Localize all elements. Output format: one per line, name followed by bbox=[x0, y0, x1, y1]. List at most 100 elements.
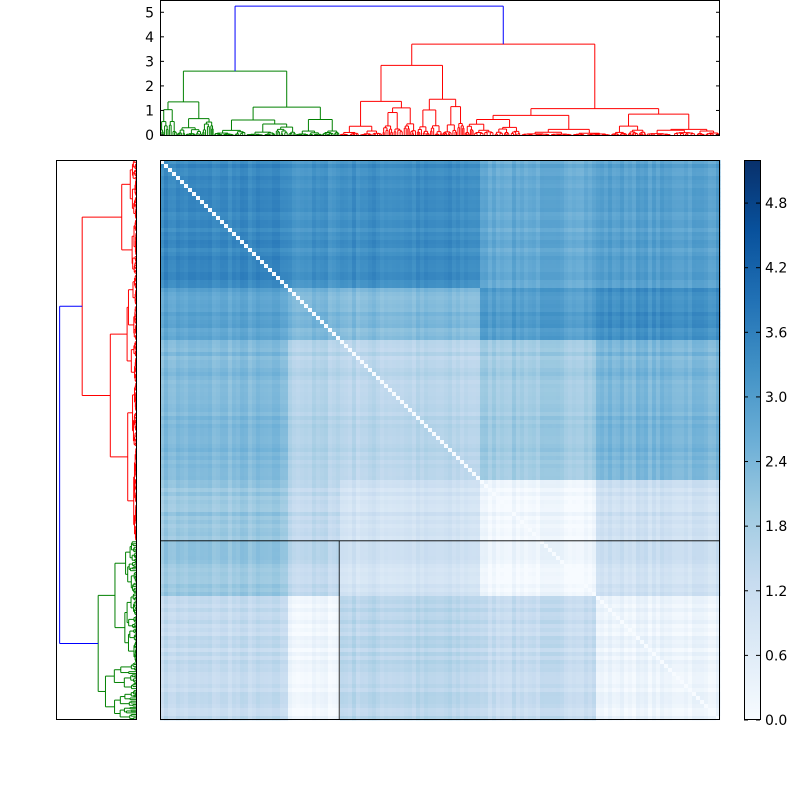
heatmap-cell bbox=[408, 248, 412, 252]
heatmap-cell bbox=[268, 228, 272, 232]
heatmap-cell bbox=[660, 220, 664, 224]
heatmap-cell bbox=[328, 204, 332, 208]
heatmap-cell bbox=[288, 220, 292, 224]
heatmap-cell bbox=[628, 240, 632, 244]
heatmap-cell bbox=[356, 220, 360, 224]
heatmap-cell bbox=[540, 168, 544, 172]
heatmap-cell bbox=[356, 172, 360, 176]
heatmap-cell bbox=[336, 204, 340, 208]
heatmap-cell bbox=[624, 196, 628, 200]
heatmap-cell bbox=[424, 244, 428, 248]
heatmap-cell bbox=[584, 244, 588, 248]
heatmap-cell bbox=[272, 236, 276, 240]
heatmap-cell bbox=[452, 244, 456, 248]
heatmap-cell bbox=[304, 248, 308, 252]
heatmap-cell bbox=[324, 172, 328, 176]
heatmap-cell bbox=[492, 220, 496, 224]
heatmap-cell bbox=[656, 180, 660, 184]
heatmap-cell bbox=[512, 224, 516, 228]
heatmap-cell bbox=[580, 212, 584, 216]
heatmap-cell bbox=[528, 200, 532, 204]
heatmap-cell bbox=[636, 196, 640, 200]
heatmap-cell bbox=[600, 164, 604, 168]
heatmap-cell bbox=[348, 172, 352, 176]
heatmap-cell bbox=[488, 176, 492, 180]
heatmap-cell bbox=[536, 192, 540, 196]
heatmap-cell bbox=[360, 172, 364, 176]
heatmap-cell bbox=[648, 216, 652, 220]
heatmap-cell bbox=[400, 232, 404, 236]
heatmap-cell bbox=[700, 244, 704, 248]
heatmap-cell bbox=[176, 204, 180, 208]
heatmap-cell bbox=[704, 212, 708, 216]
heatmap-cell bbox=[240, 184, 244, 188]
heatmap-cell bbox=[680, 188, 684, 192]
heatmap-cell bbox=[244, 200, 248, 204]
heatmap-cell bbox=[220, 196, 224, 200]
heatmap-cell bbox=[328, 180, 332, 184]
heatmap-cell bbox=[348, 232, 352, 236]
heatmap-cell bbox=[628, 208, 632, 212]
heatmap-cell bbox=[576, 188, 580, 192]
heatmap-cell bbox=[400, 240, 404, 244]
heatmap-cell bbox=[612, 180, 616, 184]
heatmap-cell bbox=[616, 192, 620, 196]
heatmap-cell bbox=[608, 168, 612, 172]
heatmap-cell bbox=[712, 232, 716, 236]
heatmap-cell bbox=[600, 172, 604, 176]
heatmap-cell bbox=[360, 164, 364, 168]
heatmap-cell bbox=[168, 220, 172, 224]
heatmap-cell bbox=[196, 220, 200, 224]
heatmap-cell bbox=[260, 180, 264, 184]
heatmap-cell bbox=[220, 164, 224, 168]
heatmap-cell bbox=[288, 212, 292, 216]
heatmap-cell bbox=[364, 176, 368, 180]
heatmap-cell bbox=[260, 208, 264, 212]
heatmap-cell bbox=[172, 248, 176, 252]
heatmap-cell bbox=[268, 200, 272, 204]
heatmap-cell bbox=[576, 172, 580, 176]
heatmap-cell bbox=[324, 236, 328, 240]
heatmap-cell bbox=[280, 240, 284, 244]
heatmap-cell bbox=[224, 176, 228, 180]
heatmap-cell bbox=[264, 208, 268, 212]
heatmap-cell bbox=[412, 172, 416, 176]
heatmap-cell bbox=[164, 248, 168, 252]
heatmap-cell bbox=[480, 184, 484, 188]
heatmap-cell bbox=[196, 224, 200, 228]
heatmap-cell bbox=[208, 248, 212, 252]
heatmap-cell bbox=[696, 220, 700, 224]
heatmap-cell bbox=[532, 228, 536, 232]
heatmap-cell bbox=[632, 204, 636, 208]
heatmap-cell bbox=[368, 240, 372, 244]
heatmap-cell bbox=[684, 220, 688, 224]
heatmap-cell bbox=[592, 184, 596, 188]
heatmap-cell bbox=[324, 244, 328, 248]
heatmap-cell bbox=[312, 216, 316, 220]
heatmap-cell bbox=[176, 200, 180, 204]
heatmap-cell bbox=[240, 204, 244, 208]
heatmap-cell bbox=[664, 236, 668, 240]
heatmap-cell bbox=[404, 248, 408, 252]
heatmap-cell bbox=[360, 224, 364, 228]
heatmap-cell bbox=[404, 192, 408, 196]
heatmap-cell bbox=[260, 176, 264, 180]
heatmap-cell bbox=[532, 208, 536, 212]
heatmap-cell bbox=[476, 192, 480, 196]
heatmap-cell bbox=[700, 208, 704, 212]
heatmap-cell bbox=[256, 176, 260, 180]
heatmap-cell bbox=[608, 196, 612, 200]
heatmap-cell bbox=[428, 204, 432, 208]
heatmap-cell bbox=[428, 192, 432, 196]
heatmap-cell bbox=[256, 180, 260, 184]
heatmap-cell bbox=[520, 172, 524, 176]
heatmap-cell bbox=[232, 204, 236, 208]
heatmap-cell bbox=[412, 220, 416, 224]
heatmap-cell bbox=[328, 232, 332, 236]
heatmap-cell bbox=[208, 200, 212, 204]
heatmap-cell bbox=[164, 168, 168, 172]
heatmap-cell bbox=[360, 180, 364, 184]
heatmap-cell bbox=[656, 172, 660, 176]
heatmap-cell bbox=[376, 172, 380, 176]
heatmap-cell bbox=[428, 200, 432, 204]
